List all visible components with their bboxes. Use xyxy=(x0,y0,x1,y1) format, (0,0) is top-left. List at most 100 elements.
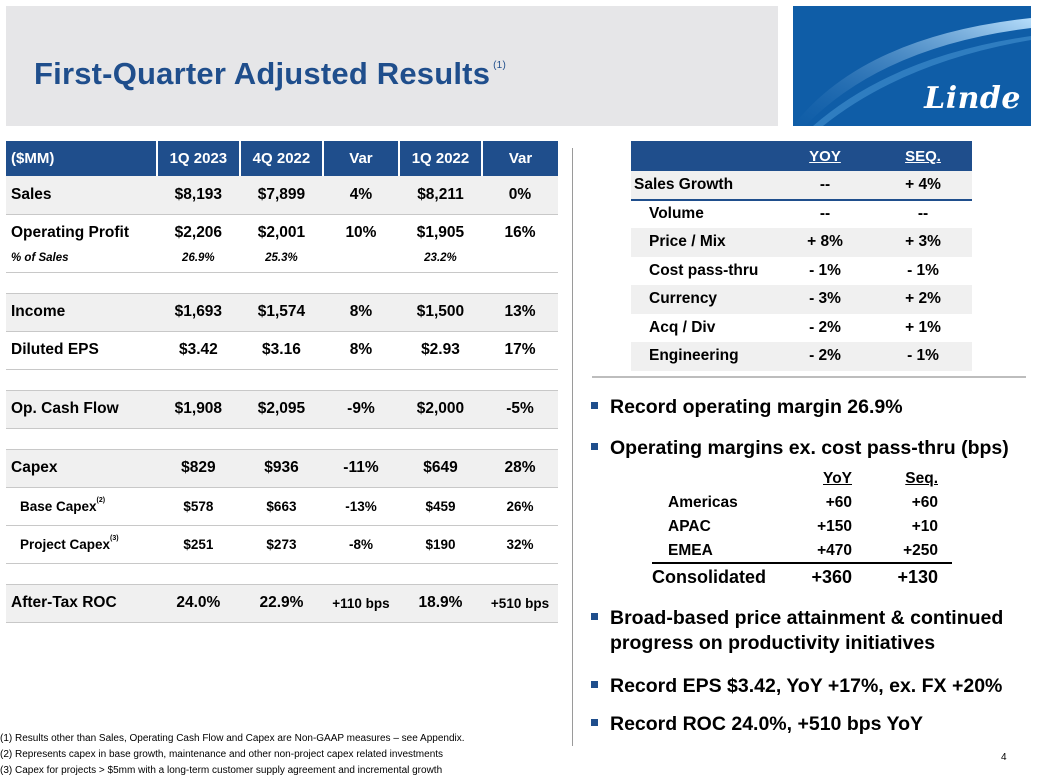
row-label: Acq / Div xyxy=(649,318,716,336)
growth-row: Currency - 3% + 2% xyxy=(631,285,972,314)
row-label: Cost pass-thru xyxy=(649,261,759,279)
header-cell: 1Q 2022 xyxy=(398,141,484,176)
table-cell: +110 bps xyxy=(323,584,399,623)
results-header-row: ($MM) 1Q 2023 4Q 2022 Var 1Q 2022 Var xyxy=(6,141,558,176)
bullet-square-icon xyxy=(591,613,598,621)
bullet-item: Broad-based price attainment & continued… xyxy=(591,606,1003,656)
row-label: Volume xyxy=(649,205,704,223)
vertical-divider xyxy=(572,148,573,746)
header-cell: YOY xyxy=(776,141,874,171)
table-cell: $2,095 xyxy=(239,390,323,429)
table-cell: -9% xyxy=(323,390,399,429)
footnote: (3) Capex for projects > $5mm with a lon… xyxy=(0,765,443,776)
linde-logo: Linde xyxy=(793,6,1031,126)
table-cell: $2,001 xyxy=(257,224,306,242)
table-cell: $936 xyxy=(239,449,323,488)
table-cell: +470 xyxy=(784,539,866,564)
row-label: Capex xyxy=(6,449,157,488)
table-cell: $251 xyxy=(156,525,240,564)
bullet-square-icon xyxy=(591,443,598,451)
row-label: Diluted EPS xyxy=(6,331,157,370)
growth-row: Volume -- -- xyxy=(631,200,972,229)
growth-row: Cost pass-thru - 1% - 1% xyxy=(631,257,972,286)
header-cell: ($MM) xyxy=(6,141,158,176)
row-label: Americas xyxy=(668,494,738,511)
table-cell: + 8% xyxy=(776,228,874,257)
table-cell: $2.93 xyxy=(398,331,483,370)
horizontal-divider xyxy=(592,376,1026,378)
table-cell: -- xyxy=(776,171,874,201)
table-cell: +60 xyxy=(911,494,938,511)
table-cell: 25.3% xyxy=(239,252,323,273)
row-label: Sales xyxy=(6,176,157,215)
table-cell: 22.9% xyxy=(239,584,323,623)
table-cell: +150 xyxy=(817,518,852,535)
header-cell xyxy=(631,141,776,171)
table-cell: 8% xyxy=(323,293,399,332)
table-row-income: Income $1,693 $1,574 8% $1,500 13% xyxy=(6,293,558,332)
table-cell: $7,899 xyxy=(239,176,323,215)
table-cell: $1,905 xyxy=(416,224,465,242)
table-cell: $8,211 xyxy=(398,176,483,215)
growth-header-row: YOY SEQ. xyxy=(631,141,972,171)
table-row-operating-profit: Operating Profit $2,206 $2,001 10% $1,90… xyxy=(6,214,558,252)
table-cell: $8,193 xyxy=(156,176,240,215)
header-cell: 1Q 2023 xyxy=(156,141,241,176)
table-row-roc: After-Tax ROC 24.0% 22.9% +110 bps 18.9%… xyxy=(6,584,558,623)
margins-row: Americas +60 +60 xyxy=(652,491,952,515)
growth-row: Price / Mix + 8% + 3% xyxy=(631,228,972,257)
table-cell: +130 xyxy=(897,567,938,587)
operating-margins-table: YoY Seq. Americas +60 +60 APAC +150 +10 … xyxy=(652,467,952,591)
table-row-diluted-eps: Diluted EPS $3.42 $3.16 8% $2.93 17% xyxy=(6,331,558,370)
table-cell: $649 xyxy=(398,449,483,488)
table-cell: 26.9% xyxy=(156,252,240,273)
row-label: Currency xyxy=(631,285,776,314)
table-row-capex: Capex $829 $936 -11% $649 28% xyxy=(6,449,558,488)
table-cell: +510 bps xyxy=(482,584,558,623)
table-cell: $829 xyxy=(156,449,240,488)
row-label: Engineering xyxy=(631,342,776,371)
table-cell xyxy=(482,252,558,273)
table-cell: - 1% xyxy=(809,261,841,279)
growth-row: Acq / Div - 2% + 1% xyxy=(631,314,972,343)
row-label: % of Sales xyxy=(6,252,157,273)
row-label: EMEA xyxy=(652,539,784,564)
row-label: APAC xyxy=(668,518,711,535)
title-banner: First-Quarter Adjusted Results (1) xyxy=(6,6,778,126)
table-row-base-capex: Base Capex(2) $578 $663 -13% $459 26% xyxy=(6,487,558,526)
bullet-item: Record operating margin 26.9% xyxy=(591,395,903,420)
table-row-pct-sales: % of Sales 26.9% 25.3% 23.2% xyxy=(6,252,558,273)
table-cell: - 2% xyxy=(809,318,841,336)
row-label: Price / Mix xyxy=(631,228,776,257)
table-cell: +360 xyxy=(811,567,852,587)
results-table: ($MM) 1Q 2023 4Q 2022 Var 1Q 2022 Var Sa… xyxy=(6,141,558,623)
table-cell: 24.0% xyxy=(156,584,240,623)
table-cell: 23.2% xyxy=(398,252,483,273)
table-cell: -8% xyxy=(323,525,399,564)
bullet-square-icon xyxy=(591,719,598,727)
page-title: First-Quarter Adjusted Results (1) xyxy=(34,56,506,91)
table-cell: 28% xyxy=(482,449,558,488)
table-cell: -13% xyxy=(323,487,399,526)
table-cell: + 2% xyxy=(874,285,972,314)
table-cell: -5% xyxy=(482,390,558,429)
margins-row: APAC +150 +10 xyxy=(652,515,952,539)
table-cell: $459 xyxy=(398,487,483,526)
row-label: Sales Growth xyxy=(631,171,776,201)
margins-header-row: YoY Seq. xyxy=(652,467,952,491)
bullet-square-icon xyxy=(591,402,598,410)
logo-wordmark: Linde xyxy=(924,81,1021,116)
table-cell: -- xyxy=(819,205,831,223)
table-cell: $273 xyxy=(239,525,323,564)
header-cell: SEQ. xyxy=(874,141,972,171)
row-label: Income xyxy=(6,293,157,332)
header-cell: Seq. xyxy=(905,470,938,487)
table-cell: 4% xyxy=(323,176,399,215)
header-cell: Var xyxy=(323,141,400,176)
margins-row: EMEA +470 +250 xyxy=(652,539,952,564)
table-cell: $663 xyxy=(239,487,323,526)
row-label: Consolidated xyxy=(652,567,767,587)
growth-row: Sales Growth -- + 4% xyxy=(631,171,972,201)
table-cell: +250 xyxy=(866,539,952,564)
table-cell: $1,574 xyxy=(239,293,323,332)
